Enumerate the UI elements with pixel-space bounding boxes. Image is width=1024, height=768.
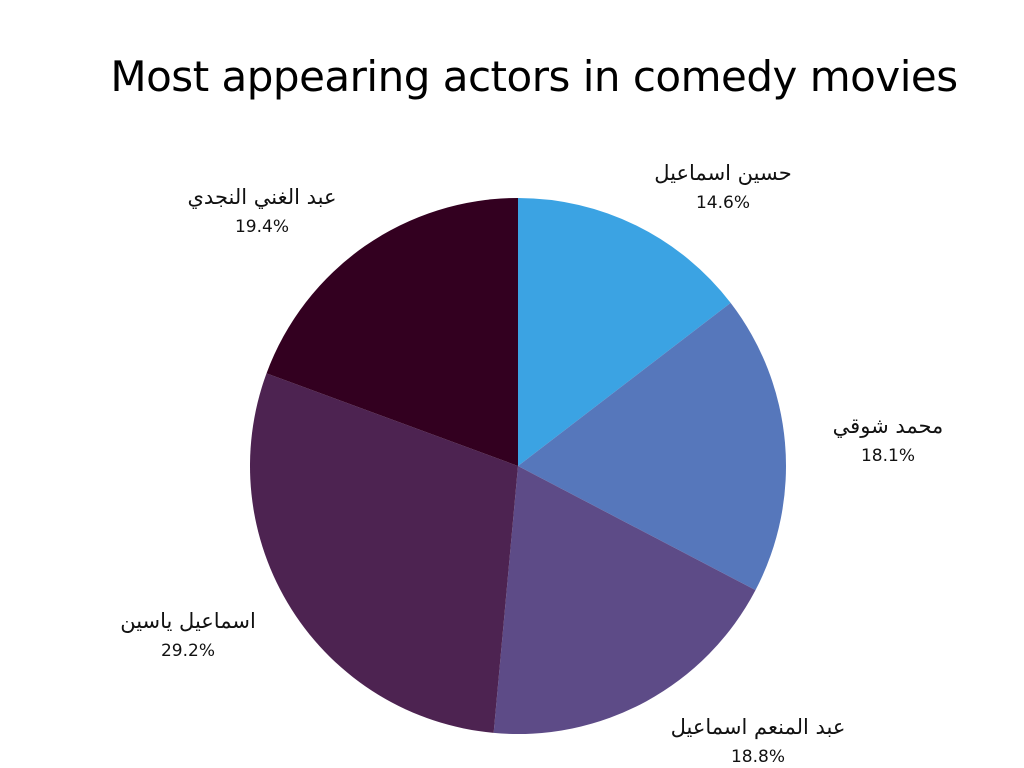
chart-title: Most appearing actors in comedy movies: [110, 52, 958, 101]
slice-name-label-3: اسماعيل ياسين: [120, 609, 256, 633]
pie-slice-3: [249, 373, 518, 733]
slice-percent-label-1: 18.1%: [861, 446, 915, 466]
pie-slice-4: [266, 198, 518, 466]
slice-name-label-0: حسين اسماعيل: [654, 161, 791, 185]
slices-group: [249, 198, 787, 734]
labels-group: حسين اسماعيل 14.6% محمد شوقي 18.1% عبد المنع…: [120, 161, 943, 767]
pie-slice-2: [493, 466, 756, 734]
slice-percent-label-2: 18.8%: [731, 747, 785, 767]
slice-name-label-2: عبد المنعم اسماعيل: [671, 715, 846, 740]
slice-name-label-1: محمد شوقي: [833, 414, 944, 438]
slice-name-label-4: عبد الغني النجدي: [187, 185, 336, 209]
slice-percent-label-0: 14.6%: [696, 193, 750, 213]
slice-percent-label-4: 19.4%: [235, 217, 289, 237]
slice-percent-label-3: 29.2%: [161, 641, 215, 661]
pie-slice-1: [518, 302, 787, 591]
pie-slice-0: [518, 198, 731, 466]
